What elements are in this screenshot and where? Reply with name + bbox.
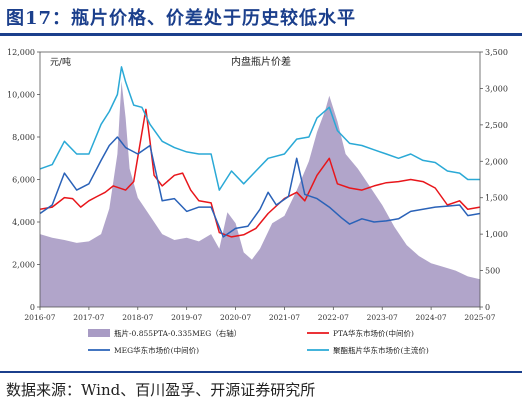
right-tick-label: 3,500 — [485, 48, 508, 57]
x-tick-label: 2018-07 — [122, 313, 153, 322]
right-tick-label: 500 — [485, 267, 500, 276]
legend-label-spread-area: 瓶片-0.855PTA-0.335MEG（右轴） — [114, 328, 241, 338]
spread-area — [40, 81, 480, 307]
axes-layer: 0 2,000 4,000 6,000 8,000 10,000 12,000 0 500 1,0… — [7, 48, 508, 322]
x-tick-label: 2025-07 — [464, 313, 495, 322]
legend-label-pta-line: PTA华东市场价(中间价) — [333, 328, 414, 338]
x-tick-label: 2021-07 — [269, 313, 300, 322]
left-tick-label: 2,000 — [12, 261, 35, 270]
right-tick-label: 1,500 — [485, 194, 508, 203]
left-axis-unit: 元/吨 — [50, 56, 71, 68]
legend-label-meg-line: MEG华东市场价(中间价) — [114, 345, 199, 355]
source-note: 数据来源：Wind、百川盈孚、开源证券研究所 — [6, 381, 316, 399]
x-tick-label: 2019-07 — [171, 313, 202, 322]
title-rule — [0, 33, 522, 36]
left-tick-label: 0 — [30, 303, 35, 312]
right-tick-label: 3,000 — [485, 84, 508, 93]
chart-title: 内盘瓶片价差 — [231, 55, 291, 68]
chart: 0 2,000 4,000 6,000 8,000 10,000 12,000 0 500 1,0… — [0, 36, 522, 368]
x-tick-label: 2020-07 — [220, 313, 251, 322]
figure-title: 图17：瓶片价格、价差处于历史较低水平 — [6, 8, 357, 29]
spread-area-layer — [40, 81, 480, 307]
right-tick-label: 2,000 — [485, 157, 508, 166]
x-tick-label: 2023-07 — [367, 313, 398, 322]
left-tick-label: 10,000 — [7, 91, 35, 100]
chart-svg: 0 2,000 4,000 6,000 8,000 10,000 12,000 0 500 1,0… — [7, 48, 508, 355]
x-tick-label: 2016-07 — [24, 313, 55, 322]
price-lines-layer — [39, 66, 481, 238]
legend-label-bottle-line: 聚酯瓶片华东市场价(主流价) — [333, 345, 429, 355]
legend: 瓶片-0.855PTA-0.335MEG（右轴） PTA华东市场价(中间价) MEG… — [88, 328, 429, 355]
x-tick-label: 2017-07 — [73, 313, 104, 322]
right-tick-label: 2,500 — [485, 121, 508, 130]
left-tick-label: 4,000 — [12, 218, 35, 227]
x-tick-label: 2022-07 — [318, 313, 349, 322]
left-tick-label: 12,000 — [7, 48, 35, 57]
meg-line — [39, 136, 481, 238]
left-tick-label: 8,000 — [12, 133, 35, 142]
legend-swatch-spread-area — [88, 329, 110, 337]
bottle-line — [39, 66, 480, 191]
right-tick-label: 0 — [485, 303, 490, 312]
x-tick-label: 2024-07 — [416, 313, 447, 322]
bottom-rule — [0, 371, 522, 373]
left-tick-label: 6,000 — [12, 176, 35, 185]
pta-line — [39, 108, 481, 238]
right-tick-label: 1,000 — [485, 230, 508, 239]
